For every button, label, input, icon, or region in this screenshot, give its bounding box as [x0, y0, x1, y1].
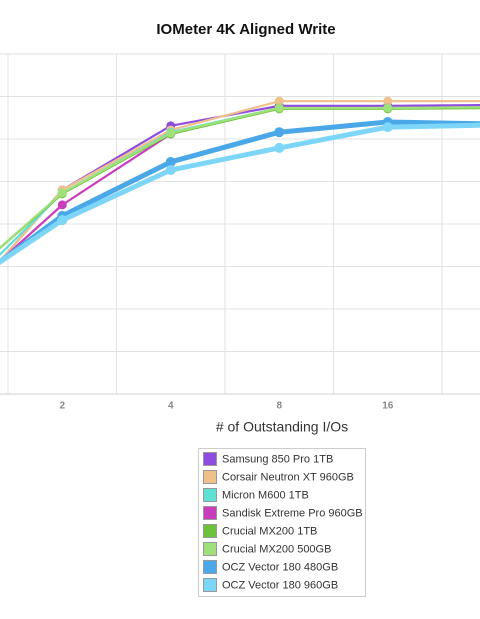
series-line [0, 106, 480, 250]
data-point [165, 156, 176, 167]
data-point [274, 96, 284, 106]
legend-swatch [203, 542, 217, 556]
legend-label: OCZ Vector 180 960GB [222, 579, 338, 591]
data-point [166, 128, 176, 138]
data-point [57, 215, 68, 226]
legend-label: OCZ Vector 180 480GB [222, 561, 338, 573]
series-line [0, 106, 480, 256]
x-tick-label: 4 [168, 401, 174, 412]
data-point [382, 122, 393, 133]
legend-swatch [203, 452, 217, 466]
data-point [57, 188, 67, 198]
data-point [274, 142, 285, 153]
x-tick-label: 8 [276, 401, 282, 412]
chart-title: IOMeter 4K Aligned Write [156, 21, 335, 38]
legend-label: Sandisk Extreme Pro 960GB [222, 507, 363, 519]
legend-label: Samsung 850 Pro 1TB [222, 453, 333, 465]
legend-swatch [203, 488, 217, 502]
data-point [165, 165, 176, 176]
series-line [0, 119, 480, 265]
legend-swatch [203, 578, 217, 592]
series-line [0, 100, 480, 263]
data-point [57, 200, 67, 210]
legend-swatch [203, 470, 217, 484]
legend-swatch [203, 524, 217, 538]
legend-label: Crucial MX200 1TB [222, 525, 317, 537]
legend-label: Crucial MX200 500GB [222, 543, 331, 555]
data-point [274, 103, 284, 113]
series-line [0, 122, 480, 265]
legend-swatch [203, 506, 217, 520]
legend-label: Micron M600 1TB [222, 489, 309, 501]
legend-box [198, 448, 366, 597]
data-point [383, 96, 393, 106]
data-point [383, 103, 393, 113]
data-point [274, 127, 285, 138]
legend-label: Corsair Neutron XT 960GB [222, 471, 354, 483]
x-tick-label: 16 [382, 401, 394, 412]
x-axis-title: # of Outstanding I/Os [216, 419, 348, 435]
legend-swatch [203, 560, 217, 574]
series-line [0, 106, 480, 263]
x-tick-label: 2 [59, 401, 65, 412]
